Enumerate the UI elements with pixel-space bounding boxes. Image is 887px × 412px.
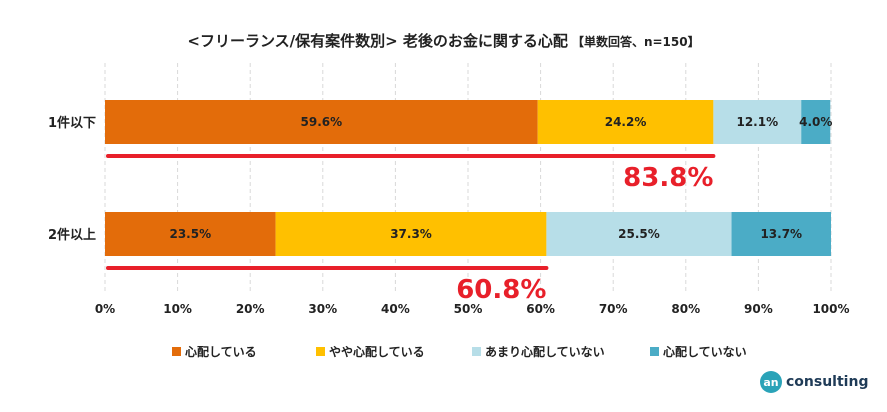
chart-title-sub: 【単数回答、n=150】 [571,35,700,49]
data-label: 12.1% [736,115,778,129]
x-tick-label: 90% [744,302,773,316]
x-tick-label: 30% [308,302,337,316]
brand-logo: an consulting [760,371,868,393]
x-tick-label: 100% [812,302,849,316]
data-label: 37.3% [390,227,432,241]
legend-label: 心配していない [663,345,747,359]
chart-title: <フリーランス/保有案件数別> 老後のお金に関する心配 【単数回答、n=150】 [0,30,887,51]
x-tick-label: 80% [671,302,700,316]
category-label: 1件以下 [48,115,96,131]
data-label: 59.6% [301,115,343,129]
x-tick-label: 0% [95,302,115,316]
legend-item: 心配していない [650,343,747,360]
legend-label: 心配している [185,345,257,359]
legend-swatch [316,347,325,356]
data-label: 4.0% [799,115,832,129]
data-label: 25.5% [618,227,660,241]
bar-segment [105,100,538,144]
bar-segment [713,100,802,144]
legend-swatch [650,347,659,356]
legend-item: あまり心配していない [472,343,605,360]
category-label: 2件以上 [48,227,96,243]
bar-segment [275,212,547,256]
x-tick-label: 40% [381,302,410,316]
brand-name: consulting [786,374,869,390]
data-label: 23.5% [169,227,211,241]
x-tick-label: 50% [454,302,483,316]
bar-segment [537,100,714,144]
brand-mark-icon: an [760,371,782,393]
bar-segment [105,212,276,256]
x-tick-label: 20% [236,302,265,316]
legend-swatch [472,347,481,356]
x-tick-label: 60% [526,302,555,316]
legend-item: 心配している [172,343,257,360]
bar-segment [801,100,831,144]
x-tick-label: 70% [599,302,628,316]
x-tick-label: 10% [163,302,192,316]
legend-swatch [172,347,181,356]
legend-label: やや心配している [329,345,425,359]
legend-item: やや心配している [316,343,425,360]
data-label: 13.7% [760,227,802,241]
bar-segment [731,212,831,256]
chart-title-main: <フリーランス/保有案件数別> 老後のお金に関する心配 [187,32,568,50]
annotation-value: 60.8% [456,275,546,305]
bar-segment [546,212,732,256]
legend-label: あまり心配していない [485,345,605,359]
data-label: 24.2% [605,115,647,129]
chart-legend: 心配している やや心配している あまり心配していない 心配していない [0,343,887,363]
annotation-value: 83.8% [623,163,713,193]
